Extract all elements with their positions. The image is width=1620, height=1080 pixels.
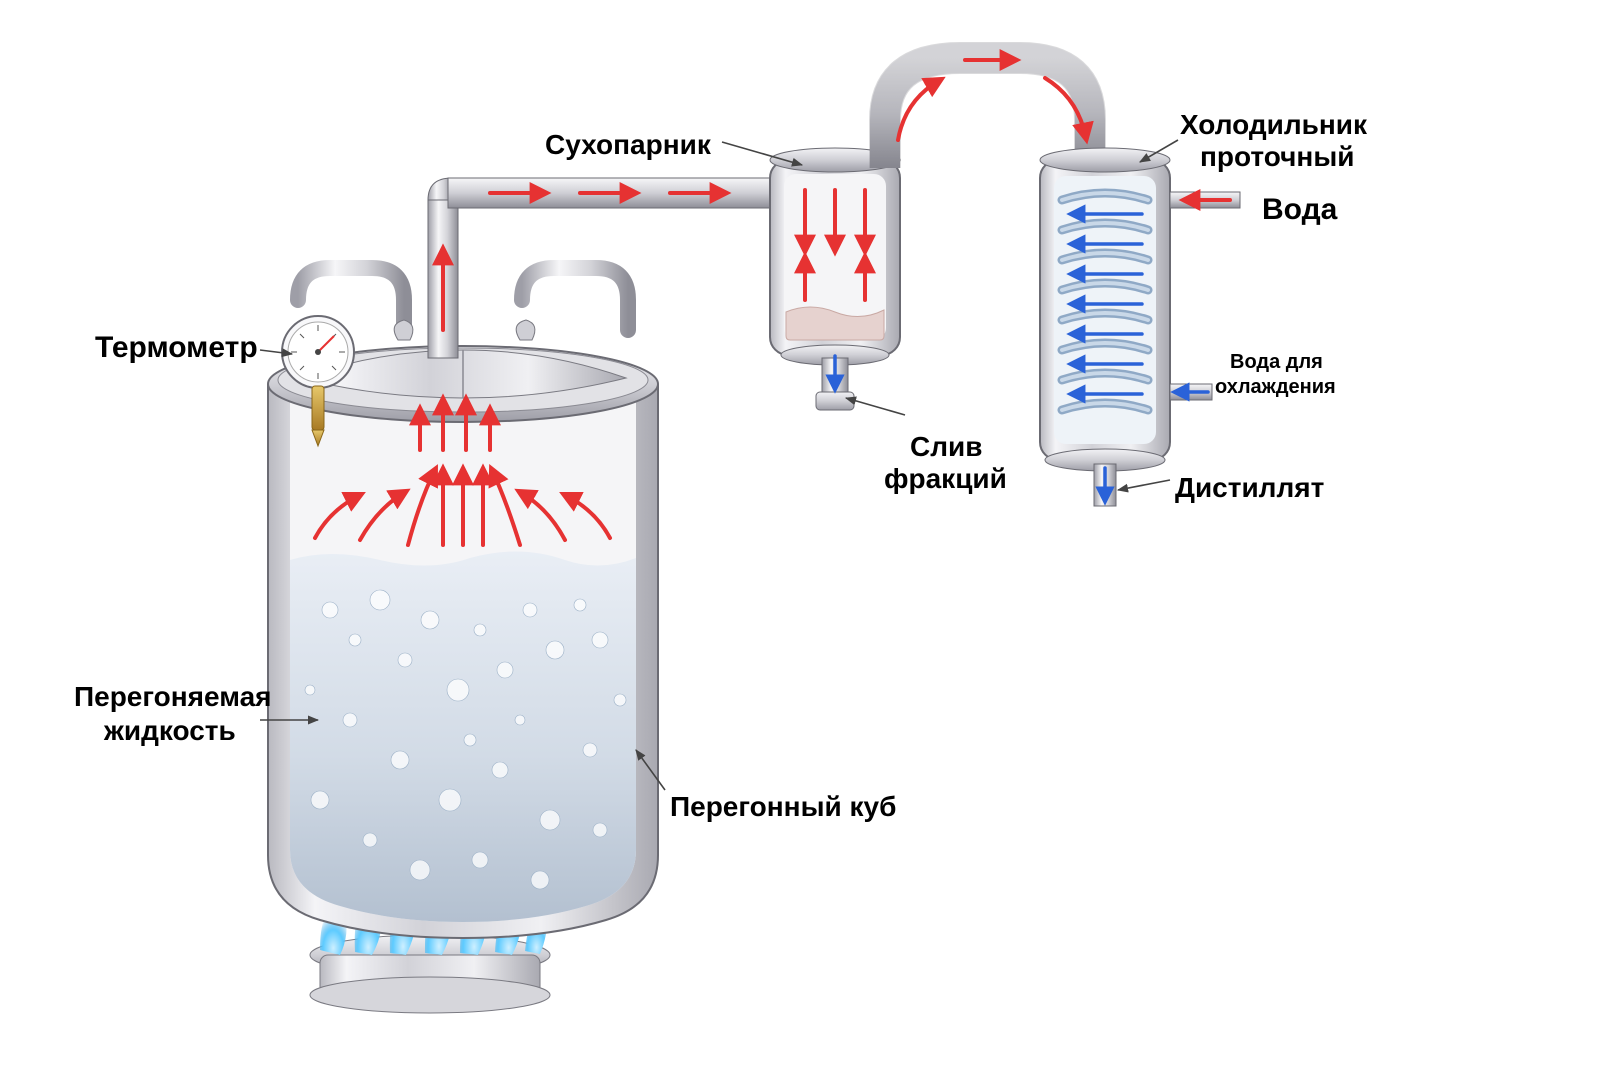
label-steam-trap: Сухопарник <box>545 128 711 162</box>
label-distillate: Дистиллят <box>1175 471 1324 505</box>
distillation-pot <box>268 268 658 938</box>
label-condenser-line1: Холодильник <box>1180 108 1367 142</box>
label-distilled-liquid-line1: Перегоняемая <box>74 680 271 714</box>
label-condenser-line2: проточный <box>1200 140 1354 174</box>
wingnut-icon <box>394 320 535 340</box>
label-thermometer: Термометр <box>95 330 258 366</box>
label-fraction-drain-line1: Слив <box>910 430 982 464</box>
distillation-diagram <box>0 0 1620 1080</box>
label-still-pot: Перегонный куб <box>670 790 896 824</box>
label-fraction-drain-line2: фракций <box>884 462 1007 496</box>
label-cooling-water-line2: охлаждения <box>1215 375 1336 399</box>
label-cooling-water-line1: Вода для <box>1230 350 1323 374</box>
label-water-in: Вода <box>1262 192 1337 228</box>
handle-right-icon <box>522 268 628 330</box>
diagram-canvas: Термометр Сухопарник Холодильник проточн… <box>0 0 1620 1080</box>
label-distilled-liquid-line2: жидкость <box>104 714 236 748</box>
